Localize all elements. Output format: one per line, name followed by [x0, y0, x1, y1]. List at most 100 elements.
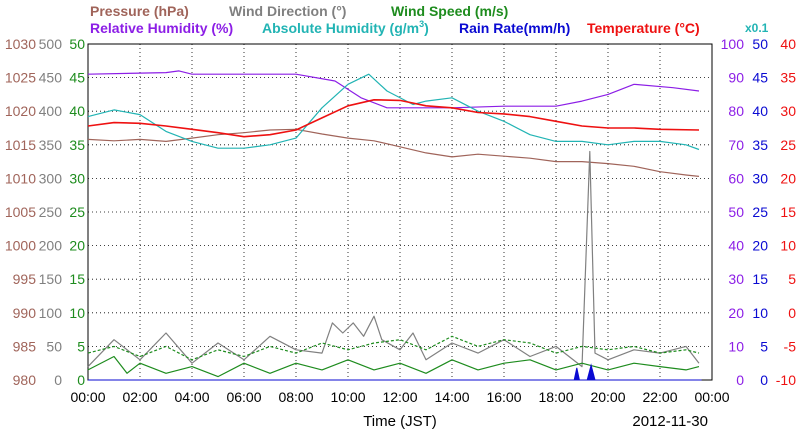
wind-direction-tick-label: 100	[39, 305, 63, 321]
legend-absolute-humidity-main: Absolute Humidity (g/m	[262, 20, 419, 36]
wind-direction-tick-label: 500	[39, 36, 63, 52]
pressure-tick-label: 1015	[5, 137, 36, 153]
x-tick-label: 02:00	[122, 389, 157, 405]
temperature-tick-label: -5	[784, 338, 797, 354]
series-wind-direction	[87, 150, 700, 368]
relative-humidity-tick-label: 10	[728, 338, 744, 354]
pressure-tick-label: 990	[13, 305, 37, 321]
temperature-tick-label: 20	[780, 170, 796, 186]
pressure-tick-label: 1025	[5, 70, 36, 86]
grid	[88, 44, 712, 380]
pressure-tick-label: 1000	[5, 238, 36, 254]
series-wind-speed-max	[87, 335, 700, 361]
rain-rate-tick-label: 15	[752, 271, 768, 287]
legend-rain-rate: Rain Rate(mm/h)	[459, 20, 570, 36]
rain-rate-tick-label: 45	[752, 70, 768, 86]
wind-speed-tick-label: 20	[69, 238, 85, 254]
relative-humidity-tick-label: 30	[728, 271, 744, 287]
wind-speed-tick-label: 10	[69, 305, 85, 321]
wind-speed-tick-label: 35	[69, 137, 85, 153]
temperature-tick-label: -10	[776, 372, 796, 388]
wind-speed-tick-label: 50	[69, 36, 85, 52]
wind-speed-tick-label: 45	[69, 70, 85, 86]
rain-rate-tick-label: 0	[760, 372, 768, 388]
pressure-tick-label: 985	[13, 338, 37, 354]
pressure-tick-label: 1030	[5, 36, 36, 52]
x-tick-label: 22:00	[642, 389, 677, 405]
x-tick-label: 08:00	[278, 389, 313, 405]
pressure-tick-label: 1010	[5, 170, 36, 186]
relative-humidity-tick-label: 80	[728, 103, 744, 119]
relative-humidity-tick-label: 70	[728, 137, 744, 153]
rain-rate-tick-label: 10	[752, 305, 768, 321]
wind-direction-tick-label: 200	[39, 238, 63, 254]
x-tick-label: 16:00	[486, 389, 521, 405]
rain-rate-tick-label: 30	[752, 170, 768, 186]
wind-direction-tick-label: 150	[39, 271, 63, 287]
temperature-tick-label: 15	[780, 204, 796, 220]
wind-speed-tick-label: 5	[77, 338, 85, 354]
pressure-tick-label: 1005	[5, 204, 36, 220]
x-tick-label: 04:00	[174, 389, 209, 405]
relative-humidity-tick-label: 90	[728, 70, 744, 86]
legend-row-2: Relative Humidity (%) Absolute Humidity …	[90, 19, 769, 36]
series-wind-speed	[87, 355, 700, 378]
legend-pressure: Pressure (hPa)	[90, 3, 189, 19]
series-layer	[87, 70, 702, 381]
pressure-tick-label: 995	[13, 271, 37, 287]
relative-humidity-tick-label: 40	[728, 238, 744, 254]
rain-rate-tick-label: 40	[752, 103, 768, 119]
x-tick-label: 20:00	[590, 389, 625, 405]
wind-speed-tick-label: 15	[69, 271, 85, 287]
x-axis-label: Time (JST)	[363, 413, 437, 430]
x-tick-label: 06:00	[226, 389, 261, 405]
legend-wind-direction: Wind Direction (°)	[229, 3, 346, 19]
rain-rate-tick-label: 50	[752, 36, 768, 52]
x-tick-label: 14:00	[434, 389, 469, 405]
date-label: 2012-11-30	[632, 413, 708, 430]
rain-rate-tick-label: 25	[752, 204, 768, 220]
wind-speed-tick-label: 0	[77, 372, 85, 388]
relative-humidity-tick-label: 60	[728, 170, 744, 186]
wind-speed-tick-label: 25	[69, 204, 85, 220]
wind-direction-tick-label: 350	[39, 137, 63, 153]
legend-absolute-humidity: Absolute Humidity (g/m3)	[262, 19, 429, 36]
pressure-tick-label: 1020	[5, 103, 36, 119]
x-tick-label: 00:00	[694, 389, 729, 405]
temperature-tick-label: 30	[780, 103, 796, 119]
relative-humidity-tick-label: 100	[721, 36, 745, 52]
rain-rate-tick-label: 20	[752, 238, 768, 254]
x-tick-label: 10:00	[330, 389, 365, 405]
legend-row-1: Pressure (hPa) Wind Direction (°) Wind S…	[90, 3, 508, 19]
rain-rate-tick-label: 35	[752, 137, 768, 153]
temperature-tick-label: 25	[780, 137, 796, 153]
wind-direction-tick-label: 450	[39, 70, 63, 86]
series-rain-rate	[88, 363, 702, 381]
y-tick-labels: 1030102510201015101010051000995990985980…	[5, 36, 796, 388]
legend-temperature: Temperature (°C)	[587, 20, 700, 36]
series-temperature	[87, 99, 700, 138]
series-relative-humidity	[87, 70, 700, 109]
x-tick-label: 00:00	[70, 389, 105, 405]
series-absolute-humidity	[87, 73, 700, 151]
series-pressure	[87, 128, 700, 177]
wind-direction-tick-label: 250	[39, 204, 63, 220]
rain-rate-tick-label: 5	[760, 338, 768, 354]
legend-wind-speed: Wind Speed (m/s)	[391, 3, 508, 19]
temperature-tick-label: 0	[788, 305, 796, 321]
temperature-tick-label: 10	[780, 238, 796, 254]
legend-absolute-humidity-sup: 3	[419, 19, 424, 29]
x-tick-labels: 00:00 02:00 04:00 06:00 08:00 10:00 12:00 14:00…	[70, 389, 729, 405]
x-tick-label: 18:00	[538, 389, 573, 405]
wind-speed-tick-label: 40	[69, 103, 85, 119]
relative-humidity-tick-label: 20	[728, 305, 744, 321]
wind-direction-tick-label: 0	[54, 372, 62, 388]
temperature-tick-label: 35	[780, 70, 796, 86]
temperature-tick-label: 40	[780, 36, 796, 52]
legend-relative-humidity: Relative Humidity (%)	[90, 20, 233, 36]
legend-absolute-humidity-end: )	[424, 20, 429, 36]
wind-direction-tick-label: 400	[39, 103, 63, 119]
legend-scale-note: x0.1	[745, 21, 769, 35]
wind-speed-tick-label: 30	[69, 170, 85, 186]
